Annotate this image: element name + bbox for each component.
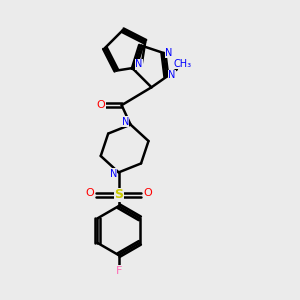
Text: N: N xyxy=(165,48,172,58)
Text: O: O xyxy=(143,188,152,198)
Text: N: N xyxy=(168,70,176,80)
Text: O: O xyxy=(85,188,94,198)
Text: O: O xyxy=(96,100,105,110)
Text: S: S xyxy=(114,188,123,201)
Text: F: F xyxy=(116,266,122,276)
Text: N: N xyxy=(135,59,142,69)
Text: CH₃: CH₃ xyxy=(173,59,191,69)
Text: N: N xyxy=(122,117,129,127)
Text: N: N xyxy=(110,169,117,179)
